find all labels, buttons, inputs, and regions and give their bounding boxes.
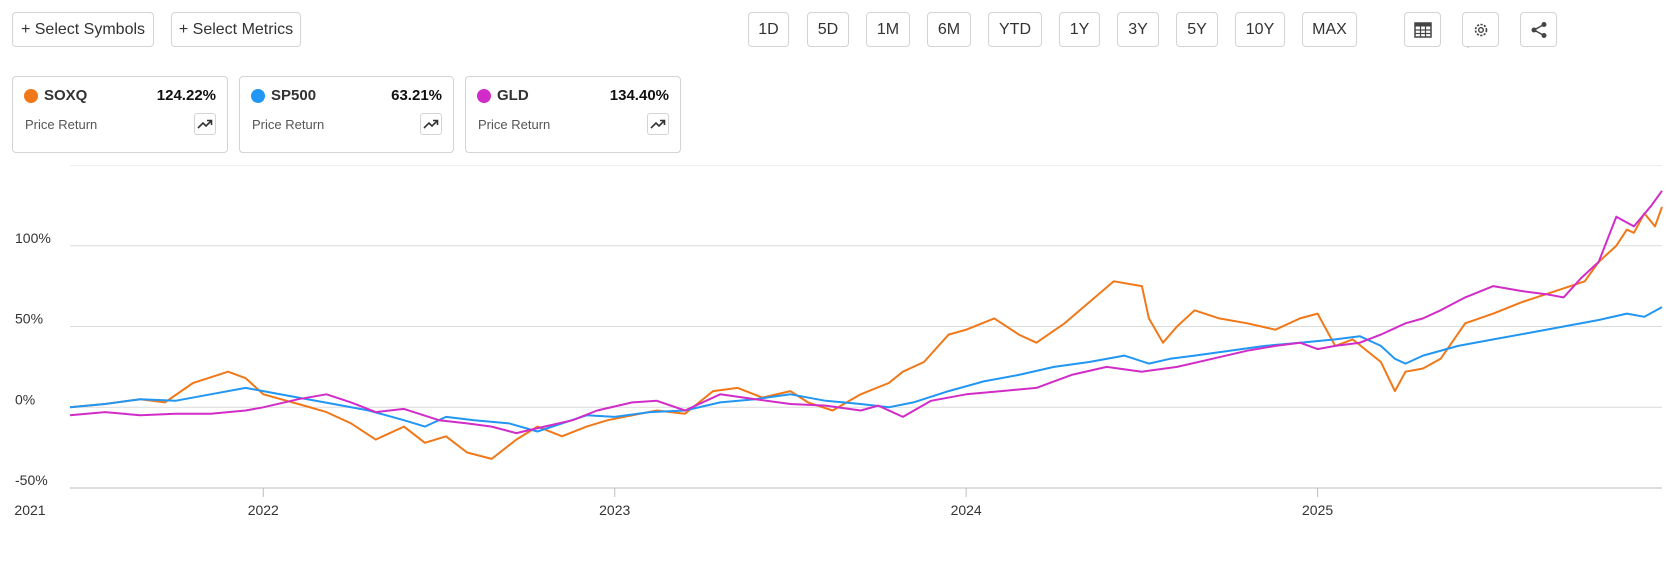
series-line-gld[interactable]	[69, 190, 1663, 435]
range-1y-button[interactable]: 1Y	[1059, 12, 1100, 47]
trending-up-icon	[197, 119, 213, 129]
x-tick-label: 2024	[951, 502, 982, 518]
share-icon	[1531, 21, 1546, 38]
range-10y-button[interactable]: 10Y	[1235, 12, 1285, 47]
symbol-name: GLD	[497, 87, 529, 104]
trend-toggle-button[interactable]	[194, 113, 216, 135]
range-max-button[interactable]: MAX	[1302, 12, 1357, 47]
x-tick-label: 2025	[1302, 502, 1333, 518]
range-1m-button[interactable]: 1M	[866, 12, 910, 47]
x-axis-ticks: 2021 2022 2023 2024 2025	[14, 488, 1333, 518]
select-symbols-button[interactable]: + Select Symbols	[12, 12, 154, 47]
x-tick-label: 2023	[599, 502, 630, 518]
share-button[interactable]	[1520, 12, 1557, 47]
symbol-card-sp500[interactable]: SP500 63.21% Price Return	[239, 76, 454, 153]
series-color-dot	[477, 89, 491, 103]
x-tick-label: 2021	[14, 502, 45, 518]
x-tick-label: 2022	[248, 502, 279, 518]
range-3y-button[interactable]: 3Y	[1117, 12, 1159, 47]
chart-series	[69, 190, 1663, 460]
range-1d-button[interactable]: 1D	[748, 12, 789, 47]
trending-up-icon	[650, 119, 666, 129]
symbol-card-gld[interactable]: GLD 134.40% Price Return	[465, 76, 681, 153]
metric-label: Price Return	[478, 117, 551, 132]
chart-gridlines	[70, 165, 1662, 489]
y-tick-label: 0%	[15, 391, 35, 407]
y-tick-label: 100%	[15, 230, 51, 246]
symbol-return-value: 134.40%	[609, 87, 669, 104]
y-tick-label: -50%	[15, 472, 48, 488]
series-line-sp500[interactable]	[69, 306, 1663, 433]
trending-up-icon	[423, 119, 439, 129]
series-color-dot	[24, 89, 38, 103]
gear-icon	[1474, 23, 1487, 36]
y-tick-label: 50%	[15, 311, 43, 327]
series-line-soxq[interactable]	[69, 206, 1663, 460]
trend-toggle-button[interactable]	[647, 113, 669, 135]
metric-label: Price Return	[252, 117, 325, 132]
select-metrics-button[interactable]: + Select Metrics	[171, 12, 301, 47]
trend-toggle-button[interactable]	[420, 113, 442, 135]
symbol-return-value: 63.21%	[391, 87, 442, 104]
symbol-card-soxq[interactable]: SOXQ 124.22% Price Return	[12, 76, 228, 153]
range-5y-button[interactable]: 5Y	[1176, 12, 1218, 47]
symbol-name: SOXQ	[44, 87, 88, 104]
range-5d-button[interactable]: 5D	[807, 12, 849, 47]
price-return-chart[interactable]: 100% 50% 0% -50% 2021 2022 2023 2024 2025	[0, 165, 1667, 560]
series-color-dot	[251, 89, 265, 103]
table-icon	[1413, 21, 1432, 38]
symbol-return-value: 124.22%	[156, 87, 216, 104]
settings-button[interactable]	[1462, 12, 1499, 47]
y-axis-ticks: 100% 50% 0% -50%	[15, 230, 51, 488]
range-ytd-button[interactable]: YTD	[988, 12, 1042, 47]
metric-label: Price Return	[25, 117, 98, 132]
symbol-name: SP500	[271, 87, 317, 104]
range-6m-button[interactable]: 6M	[927, 12, 971, 47]
table-view-button[interactable]	[1404, 12, 1441, 47]
